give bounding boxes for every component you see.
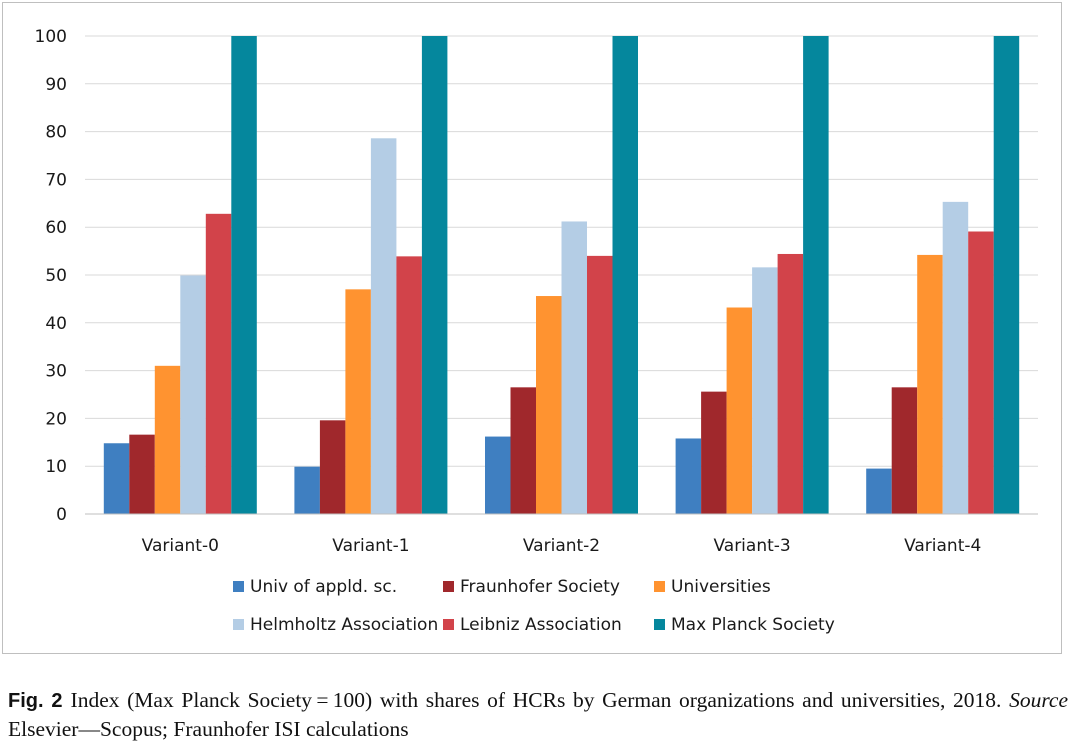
legend-swatch (233, 619, 244, 630)
y-tick-label: 60 (45, 218, 67, 238)
bar-helmholtz-association-variant-2 (561, 221, 587, 515)
bar-universities-variant-0 (154, 365, 181, 514)
caption-text: Index (Max Planck Society = 100) with sh… (70, 688, 1002, 712)
bar-fraunhofer-society-variant-3 (701, 391, 727, 514)
bar-univ-of-appld-sc-variant-3 (675, 438, 702, 514)
bar-fraunhofer-society-variant-0 (129, 434, 155, 514)
legend-swatch (443, 619, 454, 630)
bar-leibniz-association-variant-1 (396, 256, 422, 514)
y-tick-label: 70 (45, 170, 67, 190)
bar-univ-of-appld-sc-variant-4 (866, 468, 892, 514)
x-category-label: Variant-4 (904, 536, 981, 556)
bar-univ-of-appld-sc-variant-0 (103, 443, 130, 514)
bar-helmholtz-association-variant-1 (370, 138, 397, 515)
legend-swatch (443, 581, 454, 592)
y-tick-label: 100 (35, 27, 67, 47)
bar-universities-variant-4 (917, 254, 943, 514)
bar-max-planck-society-variant-1 (421, 36, 448, 514)
legend-label: Universities (671, 577, 771, 597)
x-axis-categories: Variant-0 Variant-1 Variant-2 Variant-3 Vari… (142, 536, 982, 556)
bar-leibniz-association-variant-2 (587, 255, 613, 514)
figure-caption: Fig. 2 Index (Max Planck Society = 100) w… (8, 686, 1068, 743)
bar-max-planck-society-variant-3 (803, 36, 829, 514)
bar-universities-variant-1 (345, 289, 371, 514)
y-tick-label: 30 (45, 362, 67, 382)
legend-swatch (233, 581, 244, 592)
bar-helmholtz-association-variant-3 (752, 267, 778, 514)
x-category-label: Variant-0 (142, 536, 219, 556)
bars (103, 36, 1020, 515)
legend-label: Max Planck Society (671, 615, 835, 635)
bar-leibniz-association-variant-4 (968, 231, 994, 514)
bar-max-planck-society-variant-4 (993, 36, 1020, 514)
y-tick-label: 90 (45, 75, 67, 95)
y-tick-label: 80 (45, 123, 67, 143)
x-category-label: Variant-3 (713, 536, 790, 556)
bar-fraunhofer-society-variant-1 (319, 420, 346, 514)
bar-universities-variant-3 (726, 307, 753, 514)
y-axis-ticks: 0 10 20 30 40 50 60 70 80 90 100 (35, 27, 67, 525)
figure-label: Fig. 2 (8, 690, 63, 712)
y-tick-label: 20 (45, 409, 67, 429)
bar-max-planck-society-variant-0 (231, 36, 257, 514)
legend-label: Helmholtz Association (250, 615, 438, 635)
y-tick-label: 10 (45, 457, 67, 477)
bar-univ-of-appld-sc-variant-2 (485, 436, 511, 514)
legend-label: Fraunhofer Society (460, 577, 620, 597)
caption-source-text: Elsevier—Scopus; Fraunhofer ISI calculat… (8, 717, 409, 741)
caption-source-label: Source (1009, 688, 1068, 712)
x-category-label: Variant-2 (523, 536, 600, 556)
bar-helmholtz-association-variant-0 (180, 275, 206, 514)
bar-helmholtz-association-variant-4 (942, 201, 969, 514)
legend-swatch (654, 619, 665, 630)
y-tick-label: 0 (56, 505, 67, 525)
legend: Univ of appld. sc. Fraunhofer Society Univ… (233, 577, 835, 635)
y-tick-label: 40 (45, 314, 67, 334)
y-tick-label: 50 (45, 266, 67, 286)
x-category-label: Variant-1 (332, 536, 409, 556)
bar-max-planck-society-variant-2 (612, 36, 638, 514)
bar-leibniz-association-variant-0 (205, 213, 232, 515)
chart-frame: 0 10 20 30 40 50 60 70 80 90 100 Variant-0 Variant-… (2, 2, 1062, 654)
legend-label: Leibniz Association (460, 615, 622, 635)
legend-swatch (654, 581, 665, 592)
legend-label: Univ of appld. sc. (250, 577, 397, 597)
bar-fraunhofer-society-variant-4 (891, 387, 918, 514)
bar-fraunhofer-society-variant-2 (510, 387, 536, 514)
bar-leibniz-association-variant-3 (777, 253, 804, 514)
bar-univ-of-appld-sc-variant-1 (294, 466, 320, 514)
bar-universities-variant-2 (536, 296, 562, 514)
